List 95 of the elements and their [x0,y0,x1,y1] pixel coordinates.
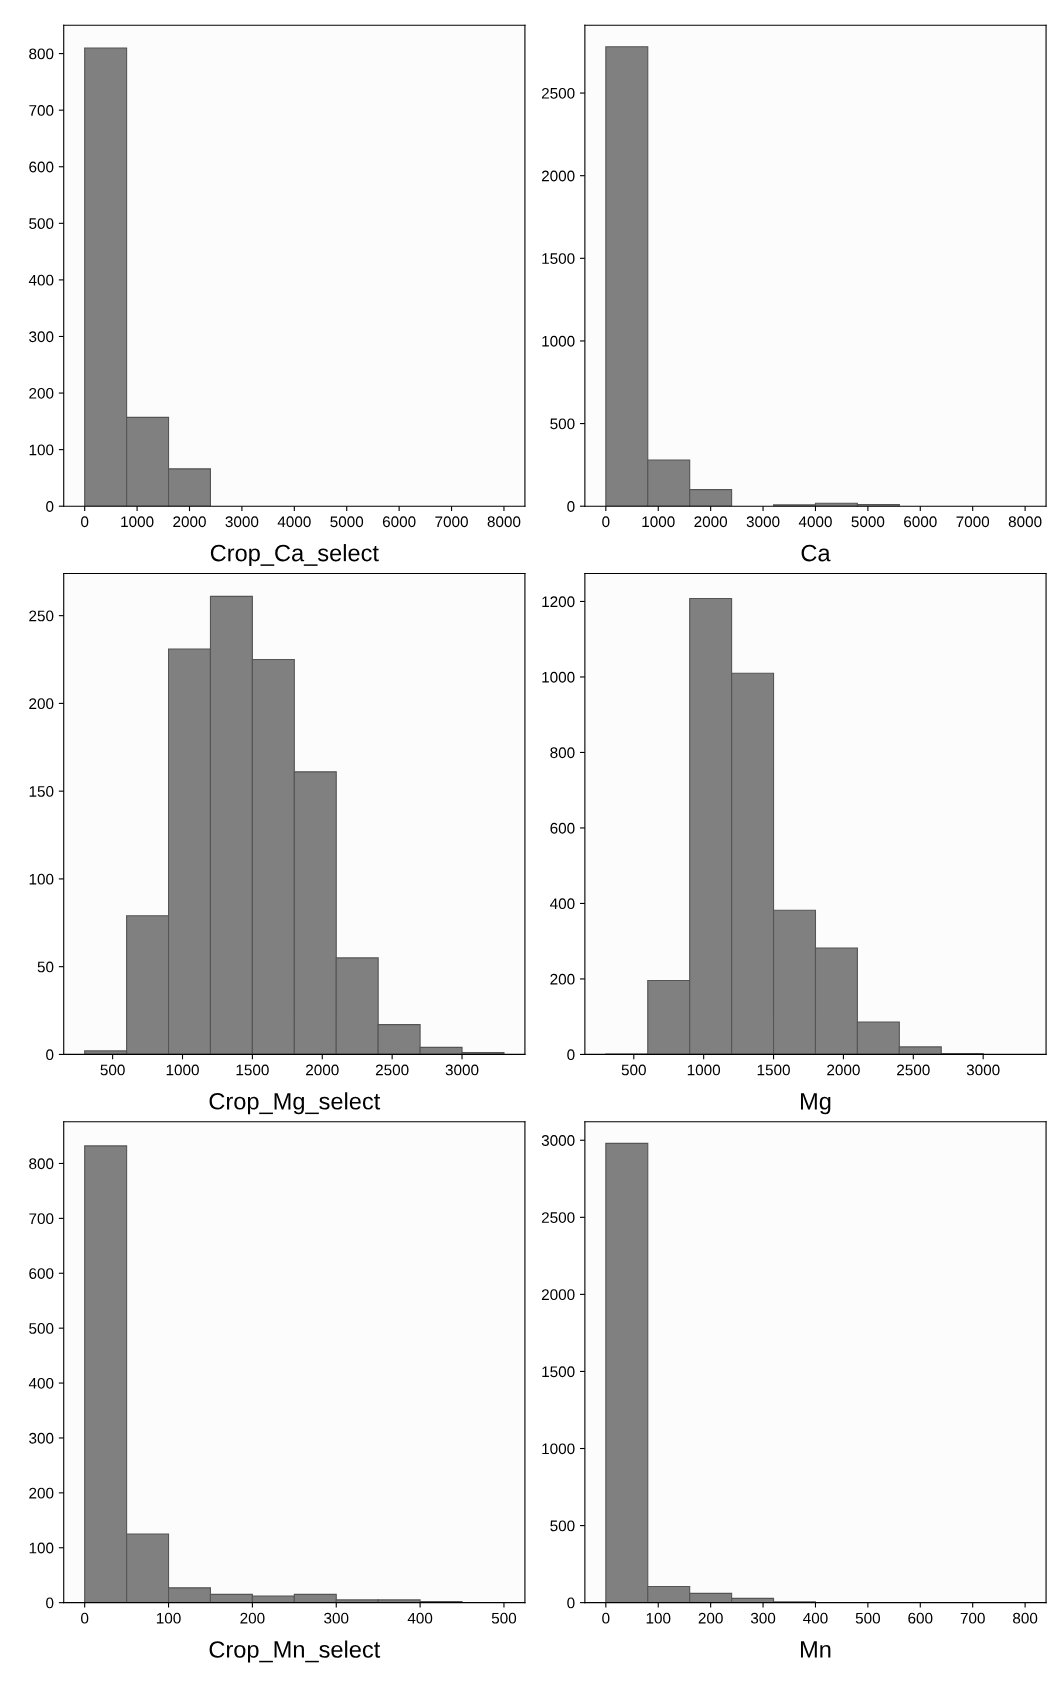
x-tick-label: 1500 [236,1064,269,1076]
y-tick-label: 700 [29,1213,54,1225]
y-tick-label: 600 [29,1268,54,1279]
x-tick-label: 4000 [798,516,832,528]
y-tick-label: 300 [29,331,54,343]
x-tick-label: 7000 [956,516,990,528]
x-tick-label: 0 [81,1612,89,1624]
y-tick-label: 100 [29,1542,54,1554]
x-tick-label: 2000 [827,1064,860,1076]
y-tick-label: 500 [29,1323,54,1334]
y-tick-label: 200 [29,1487,54,1499]
x-tick-label: 400 [803,1612,828,1624]
x-axis-title: Crop_Ca_select [210,544,379,567]
x-tick-label: 400 [407,1612,433,1624]
x-tick-label: 8000 [1008,516,1042,528]
x-tick-label: 500 [855,1612,881,1624]
x-tick-label: 600 [908,1612,933,1624]
x-tick-label: 4000 [277,516,311,528]
x-tick-label: 2000 [173,516,206,528]
x-axis-title: Mg [801,1093,831,1115]
y-tick-label: 200 [29,387,54,399]
x-axis-title: Crop_Mg_select [209,1092,381,1115]
y-tick-label: 500 [550,1520,575,1532]
y-tick-label: 3000 [541,1135,575,1146]
x-axis-title: Ca [801,544,831,562]
x-tick-label: 0 [602,516,610,528]
x-tick-label: 1000 [166,1064,199,1076]
y-tick-label: 400 [28,1377,54,1389]
x-tick-label: 500 [100,1064,125,1076]
y-tick-label: 0 [567,1049,575,1061]
x-tick-label: 6000 [904,516,937,528]
x-tick-label: 800 [1013,1612,1038,1624]
y-tick-label: 1000 [542,671,575,683]
y-tick-label: 50 [37,961,54,973]
y-tick-label: 200 [29,698,54,710]
x-tick-label: 2000 [694,516,728,528]
x-tick-label: 5000 [851,516,885,528]
x-tick-label: 1000 [642,516,675,528]
x-tick-label: 200 [698,1612,723,1624]
y-tick-label: 2500 [541,87,575,99]
x-tick-label: 2000 [306,1064,339,1076]
x-tick-label: 500 [491,1612,517,1624]
x-tick-label: 3000 [445,1064,479,1076]
x-tick-label: 3000 [966,1064,1000,1076]
x-tick-label: 100 [156,1612,181,1624]
x-tick-label: 500 [621,1064,646,1076]
y-tick-label: 2000 [541,170,575,182]
x-axis-title: Mn [801,1641,831,1658]
x-tick-label: 1000 [687,1064,721,1076]
y-tick-label: 0 [567,501,575,512]
y-tick-label: 150 [29,786,54,797]
x-axis-title: Crop_Mn_select [209,1640,381,1663]
x-tick-label: 0 [602,1612,610,1624]
y-tick-label: 500 [29,218,54,230]
y-tick-label: 1000 [542,335,575,347]
y-tick-label: 400 [550,898,575,910]
y-tick-label: 1200 [542,596,575,608]
y-tick-label: 0 [46,1597,54,1609]
x-tick-label: 2500 [897,1064,930,1076]
x-tick-label: 100 [646,1612,671,1624]
y-tick-label: 200 [550,973,575,985]
x-tick-label: 3000 [225,516,259,528]
x-tick-label: 200 [240,1612,265,1624]
y-tick-label: 2000 [541,1289,575,1301]
x-tick-label: 2500 [375,1064,409,1076]
x-tick-label: 6000 [382,516,416,528]
y-tick-label: 0 [46,1049,54,1061]
x-tick-label: 5000 [330,516,364,528]
y-tick-label: 100 [29,873,54,885]
y-tick-label: 300 [29,1432,54,1444]
y-tick-label: 1500 [542,253,575,264]
y-tick-label: 1000 [542,1443,575,1455]
x-tick-label: 8000 [487,516,521,528]
x-tick-label: 300 [324,1612,349,1624]
x-tick-label: 1000 [121,516,154,528]
y-tick-label: 100 [29,444,54,456]
y-tick-label: 800 [29,48,54,60]
y-tick-label: 500 [550,418,575,430]
x-tick-label: 300 [750,1612,776,1624]
y-tick-label: 1500 [542,1366,575,1378]
y-tick-label: 250 [29,610,54,622]
y-tick-label: 400 [28,274,54,286]
x-tick-label: 3000 [746,516,780,528]
y-tick-label: 0 [46,501,54,512]
y-tick-label: 800 [29,1158,54,1170]
x-tick-label: 700 [960,1612,985,1624]
x-tick-label: 1500 [757,1064,790,1076]
y-tick-label: 0 [567,1597,575,1609]
y-tick-label: 600 [550,822,575,834]
x-tick-label: 0 [81,516,89,528]
y-tick-label: 800 [550,747,575,759]
y-tick-label: 600 [29,161,54,173]
x-tick-label: 7000 [435,516,468,528]
y-tick-label: 2500 [541,1212,575,1223]
y-tick-label: 700 [29,105,54,116]
